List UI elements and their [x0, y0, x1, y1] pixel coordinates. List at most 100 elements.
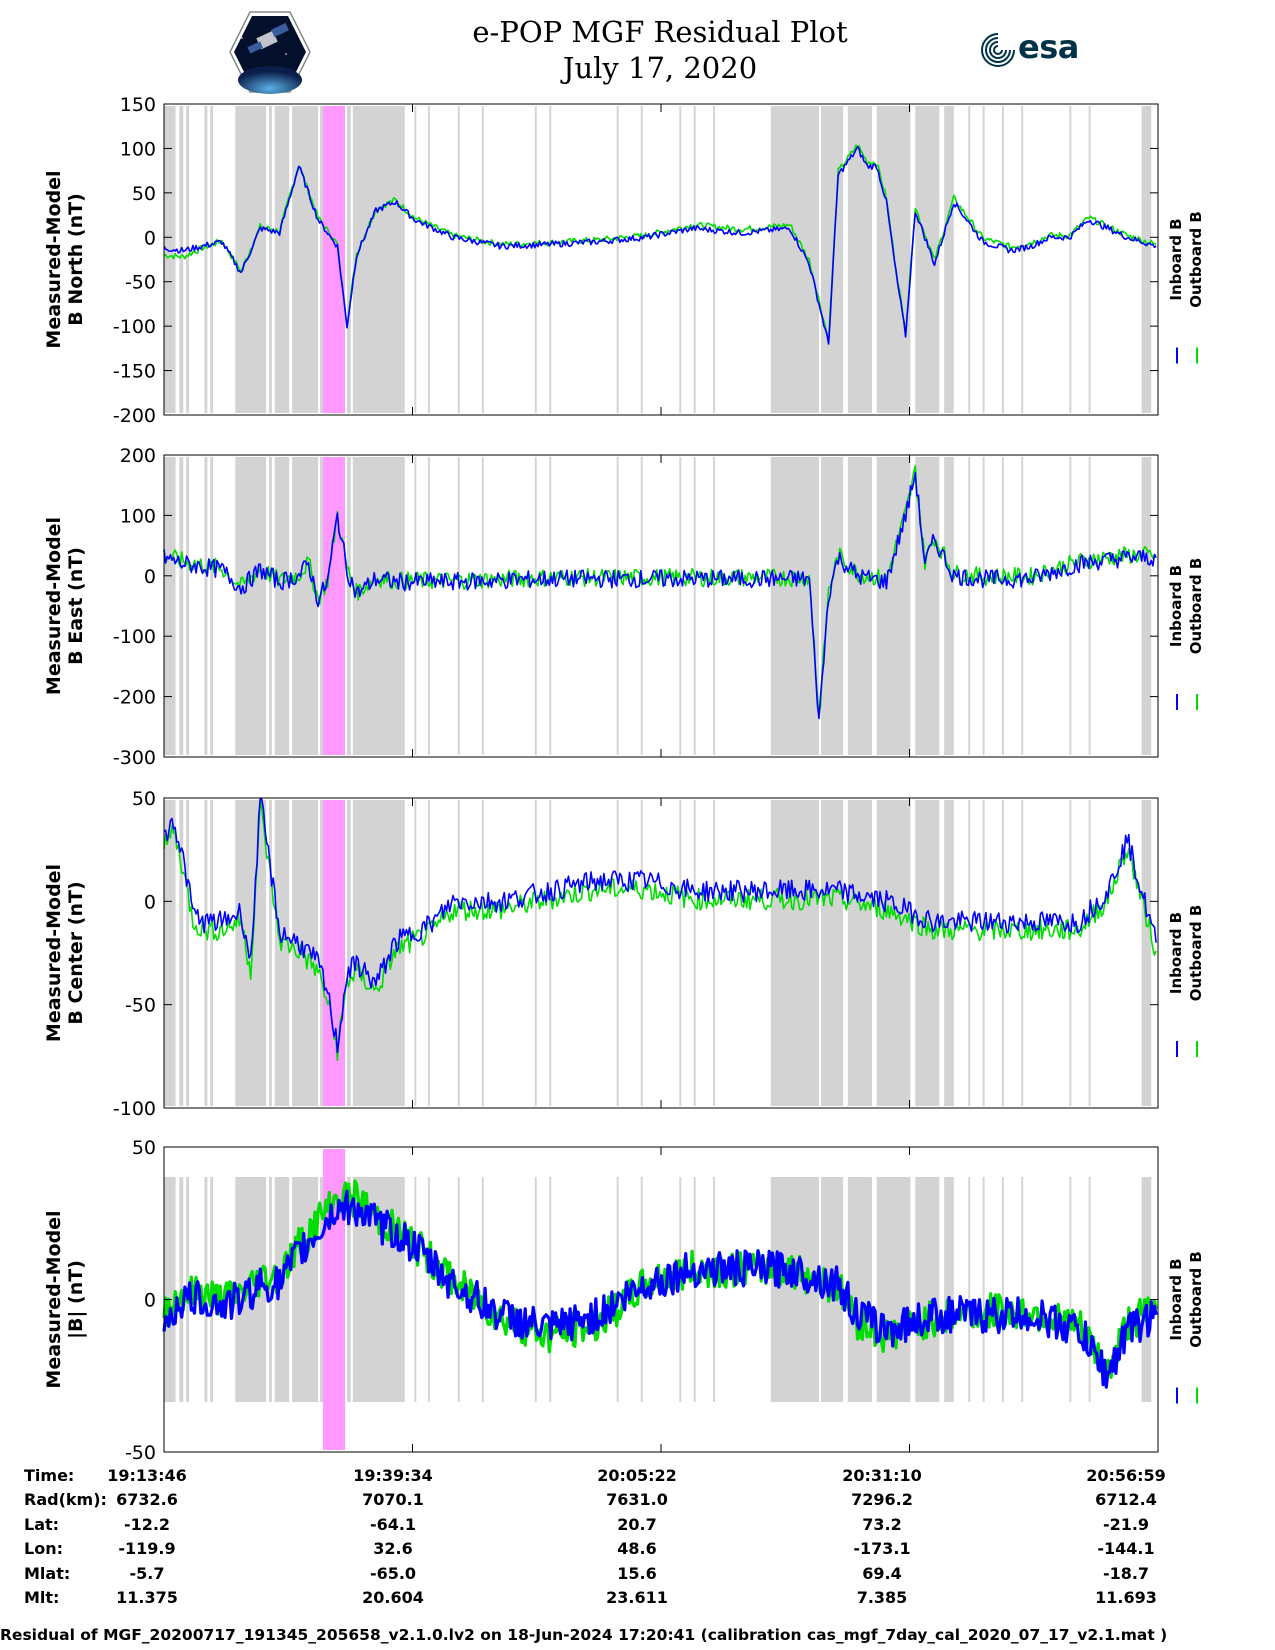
info-row-label: Mlat: — [24, 1563, 71, 1583]
gap-shading-band — [352, 106, 405, 413]
gap-shading-band — [414, 800, 417, 1106]
gap-shading-band — [534, 457, 537, 755]
gap-shading-band — [820, 800, 844, 1106]
gap-shading-band — [982, 457, 985, 755]
gap-shading-band — [320, 800, 323, 1106]
gap-shading-band — [347, 1177, 351, 1402]
gap-shading-band — [347, 800, 351, 1106]
gap-shading-band — [352, 800, 405, 1106]
legend-label-outboard: Outboard B — [1187, 905, 1205, 1002]
panel-2: 200 100 0 -100 -200 -300 Measured-ModelB East … — [43, 445, 1205, 769]
gap-shading-band — [414, 1177, 417, 1402]
y-axis-label-line2: |B| (nT) — [65, 1260, 87, 1339]
gap-shading-band — [235, 106, 267, 413]
gap-shading-band — [534, 800, 537, 1106]
gap-shading-band — [944, 1177, 954, 1402]
gap-shading-band — [1088, 1177, 1091, 1402]
gap-shading-band — [982, 1177, 985, 1402]
gap-shading-band — [1021, 106, 1024, 413]
y-axis-label-line2: B Center (nT) — [65, 881, 87, 1024]
gap-shading-band — [210, 800, 214, 1106]
gap-shading-band — [292, 457, 319, 755]
plot-title-line1: e-POP MGF Residual Plot — [472, 15, 848, 49]
gap-shading-band — [164, 1177, 176, 1402]
y-tick-label: 50 — [132, 788, 156, 810]
gap-shading-band — [549, 1177, 552, 1402]
info-cell: -144.1 — [1097, 1539, 1155, 1559]
gap-shading-band — [204, 800, 208, 1106]
info-cell: -173.1 — [853, 1539, 911, 1559]
gap-shading-band — [320, 1177, 323, 1402]
info-cell: 20.7 — [617, 1514, 657, 1534]
info-row-label: Time: — [24, 1466, 75, 1485]
info-cell: -5.7 — [129, 1563, 165, 1583]
gap-shading-band — [457, 457, 460, 755]
gap-shading-band — [679, 800, 682, 1106]
gap-shading-band — [876, 800, 911, 1106]
gap-shading-band — [186, 800, 190, 1106]
gap-shading-band — [549, 800, 552, 1106]
gap-shading-band — [1001, 457, 1004, 755]
info-cell: -21.9 — [1102, 1514, 1150, 1534]
gap-shading-band — [210, 457, 214, 755]
y-tick-label: 50 — [132, 1137, 156, 1159]
gap-shading-band — [1021, 1177, 1024, 1402]
gap-shading-band — [235, 457, 267, 755]
gap-shading-band — [915, 800, 940, 1106]
residual-chart-figure: 150100500-50-100-150-200Measured-ModelB … — [43, 94, 1205, 1460]
y-tick-label: 150 — [120, 94, 156, 116]
gap-shading-band — [1141, 800, 1152, 1106]
gap-shading-band — [944, 457, 954, 755]
y-axis-label: Measured-ModelB Center (nT) — [43, 864, 87, 1042]
y-tick-label: 0 — [144, 566, 156, 588]
gap-shading-band — [427, 106, 430, 413]
gap-shading-band — [210, 106, 214, 413]
info-row-label: Lon: — [24, 1539, 63, 1559]
info-cell: 20:56:59 — [1086, 1466, 1166, 1485]
gap-shading-band — [693, 457, 696, 755]
info-cell: 6732.6 — [116, 1490, 178, 1510]
gap-shading-band — [320, 457, 323, 755]
y-tick-label: -50 — [125, 272, 156, 294]
esa-logo: esa — [978, 28, 1079, 74]
info-cell: 11.693 — [1095, 1588, 1157, 1607]
gap-shading-band — [968, 106, 971, 413]
gap-shading-band — [820, 457, 844, 755]
info-cell: -12.2 — [123, 1514, 171, 1534]
gap-shading-band — [274, 800, 290, 1106]
legend-label-outboard: Outboard B — [1187, 1251, 1205, 1348]
info-row-label: Mlt: — [24, 1588, 60, 1607]
info-cell: 19:13:46 — [107, 1466, 187, 1485]
gap-shading-band — [481, 106, 484, 413]
cassiope-logo — [228, 10, 312, 98]
info-cell: 20:05:22 — [597, 1466, 677, 1485]
gap-shading-band — [770, 106, 819, 413]
gap-shading-band — [679, 1177, 682, 1402]
highlight-band — [322, 1149, 346, 1450]
esa-logo-text: esa — [1018, 28, 1079, 66]
gap-shading-band — [847, 457, 872, 755]
info-cell: 20:31:10 — [842, 1466, 922, 1485]
y-axis-label: Measured-Model|B| (nT) — [43, 1210, 87, 1388]
gap-shading-band — [268, 457, 272, 755]
gap-shading-band — [1001, 106, 1004, 413]
gap-shading-band — [204, 457, 208, 755]
gap-shading-band — [679, 457, 682, 755]
gap-shading-band — [534, 1177, 537, 1402]
gap-shading-band — [968, 457, 971, 755]
info-cell: 15.6 — [617, 1563, 657, 1583]
legend-label-inboard: Inboard B — [1167, 912, 1185, 994]
plot-title-date: July 17, 2020 — [562, 51, 758, 85]
info-cell: -18.7 — [1102, 1563, 1150, 1583]
gap-shading-band — [186, 457, 190, 755]
gap-shading-band — [427, 457, 430, 755]
gap-shading-band — [268, 1177, 272, 1402]
gap-shading-band — [616, 457, 619, 755]
gap-shading-band — [1021, 457, 1024, 755]
info-cell: 23.611 — [606, 1588, 668, 1607]
gap-shading-band — [481, 457, 484, 755]
gap-shading-band — [1021, 800, 1024, 1106]
info-row: Lon: -119.9 32.6 48.6 -173.1 -144.1 — [24, 1539, 1224, 1561]
gap-shading-band — [713, 1177, 715, 1402]
gap-shading-band — [352, 457, 405, 755]
